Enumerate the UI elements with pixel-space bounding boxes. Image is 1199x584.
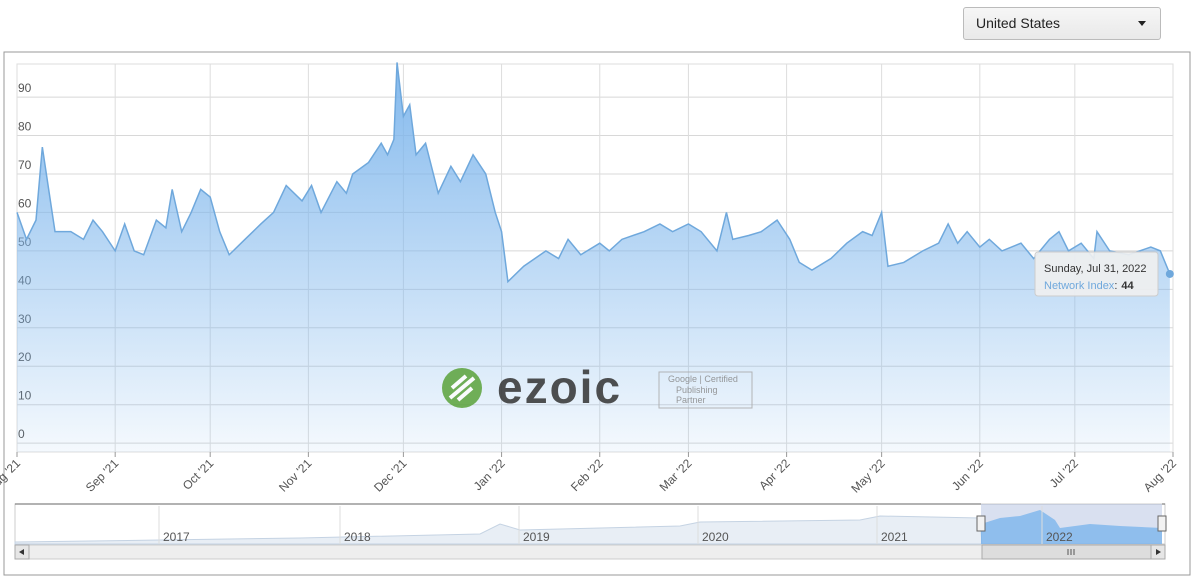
navigator-handle[interactable] — [1157, 515, 1167, 532]
logo-text: ezoic — [497, 361, 622, 413]
country-select-label: United States — [976, 15, 1061, 31]
y-tick-label: 70 — [18, 158, 32, 172]
y-tick-label: 90 — [18, 81, 32, 95]
scrollbar-thumb[interactable] — [981, 544, 1163, 560]
logo-mark — [448, 374, 476, 402]
tooltip-separator: : — [1114, 280, 1117, 292]
caret — [1138, 21, 1146, 26]
line — [16, 62, 1171, 284]
navigator-handle[interactable] — [976, 515, 986, 532]
navigator-window-series — [981, 510, 1162, 544]
y-tick-label: 80 — [18, 120, 32, 134]
arrow — [1156, 549, 1161, 555]
arrow — [19, 549, 24, 555]
navigator-label: 2021 — [881, 530, 908, 544]
navigator-label: 2019 — [523, 530, 550, 544]
scrollbar-grip — [1067, 549, 1075, 555]
tooltip-line: Network Index: 44 — [1044, 280, 1134, 292]
badge-text: Google | Certified — [668, 374, 738, 384]
tooltip-series: Network Index — [1044, 280, 1115, 292]
navigator-label: 2022 — [1046, 530, 1073, 544]
navigator-label: 2020 — [702, 530, 729, 544]
watermark: ezoic Google | Certified Publishing Part… — [442, 361, 753, 413]
navigator: 2017 2018 2019 2020 2021 2022 — [14, 503, 1167, 560]
tooltip-value: 44 — [1121, 280, 1134, 292]
tooltip-box — [1034, 251, 1159, 297]
hover-point — [1165, 269, 1174, 278]
badge-text: Publishing — [676, 385, 718, 395]
area — [17, 62, 1170, 452]
navigator-label: 2017 — [163, 530, 190, 544]
y-tick-label: 60 — [18, 196, 32, 210]
badge-text: Partner — [676, 395, 706, 405]
badge-box — [658, 371, 753, 409]
navigator-label: 2018 — [344, 530, 371, 544]
country-select[interactable]: United States — [963, 7, 1161, 40]
tooltip-date: Sunday, Jul 31, 2022 — [1044, 263, 1147, 275]
